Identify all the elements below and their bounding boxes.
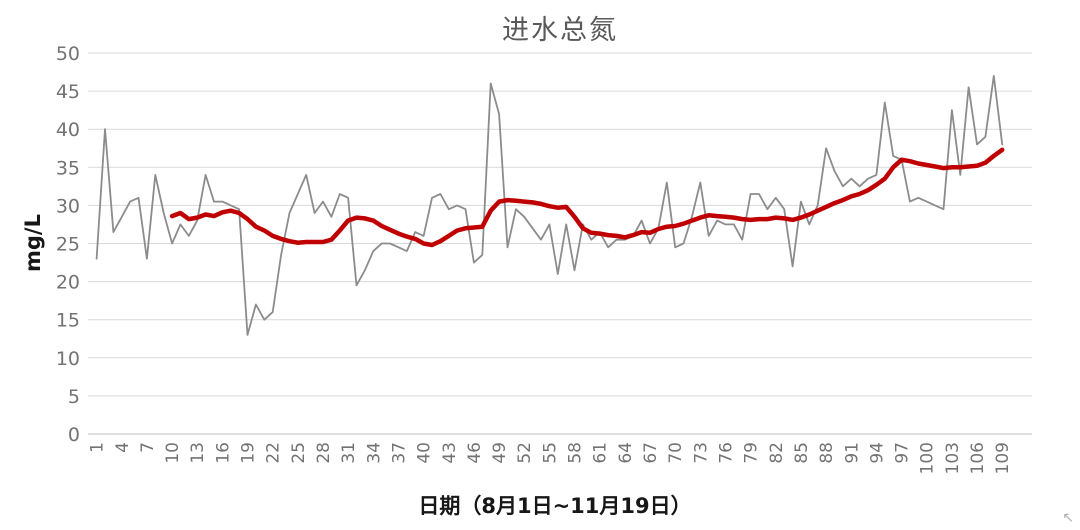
x-tick-label: 10 xyxy=(163,442,183,464)
x-tick-label: 49 xyxy=(490,442,510,464)
x-tick-label: 55 xyxy=(540,442,560,464)
x-tick-label: 40 xyxy=(415,442,435,464)
x-tick-label: 37 xyxy=(389,442,409,464)
x-tick-label: 67 xyxy=(641,442,661,464)
y-tick-label: 50 xyxy=(56,43,80,65)
x-tick-label: 7 xyxy=(138,442,158,453)
x-tick-label: 25 xyxy=(289,442,309,464)
y-tick-label: 15 xyxy=(56,310,80,332)
x-tick-label: 70 xyxy=(666,442,686,464)
x-tick-label: 22 xyxy=(264,442,284,464)
x-tick-label: 79 xyxy=(742,442,762,464)
x-tick-label: 28 xyxy=(314,442,334,464)
x-tick-label: 13 xyxy=(188,442,208,464)
x-tick-label: 109 xyxy=(993,442,1013,474)
x-tick-label: 103 xyxy=(943,442,963,474)
x-tick-label: 4 xyxy=(113,442,133,453)
x-tick-label: 52 xyxy=(515,442,535,464)
x-tick-label: 76 xyxy=(716,442,736,464)
chart-title: 进水总氮 xyxy=(502,15,618,46)
x-tick-label: 106 xyxy=(968,442,988,474)
x-tick-label: 58 xyxy=(566,442,586,464)
moving-average-series-line xyxy=(169,147,1005,248)
x-tick-label: 94 xyxy=(867,442,887,464)
x-tick-label: 73 xyxy=(691,442,711,464)
x-tick-label: 97 xyxy=(893,442,913,464)
x-tick-label: 85 xyxy=(792,442,812,464)
x-tick-label: 88 xyxy=(817,442,837,464)
y-tick-label: 25 xyxy=(56,234,80,256)
y-tick-label: 30 xyxy=(56,195,80,217)
y-tick-label: 20 xyxy=(56,272,80,294)
daily-series-line xyxy=(95,75,1004,336)
x-tick-label: 16 xyxy=(213,442,233,464)
y-tick-label: 5 xyxy=(68,386,80,408)
y-tick-label: 45 xyxy=(56,81,80,103)
y-tick-label: 10 xyxy=(56,348,80,370)
y-tick-label: 40 xyxy=(56,119,80,141)
x-axis-title: 日期（8月1日~11月19日） xyxy=(418,494,692,518)
y-tick-label: 35 xyxy=(56,157,80,179)
y-tick-label: 0 xyxy=(68,424,80,446)
x-tick-label: 91 xyxy=(842,442,862,464)
x-tick-label: 64 xyxy=(616,442,636,464)
x-tick-label: 100 xyxy=(918,442,938,474)
x-tick-label: 19 xyxy=(239,442,259,464)
x-tick-label: 34 xyxy=(364,442,384,464)
x-tick-label: 61 xyxy=(591,442,611,464)
x-tick-label: 43 xyxy=(440,442,460,464)
x-tick-label: 31 xyxy=(339,442,359,464)
x-tick-label: 1 xyxy=(88,442,108,453)
x-tick-label: 46 xyxy=(465,442,485,464)
cursor-icon: ↖ xyxy=(1062,510,1074,526)
x-tick-label: 82 xyxy=(767,442,787,464)
